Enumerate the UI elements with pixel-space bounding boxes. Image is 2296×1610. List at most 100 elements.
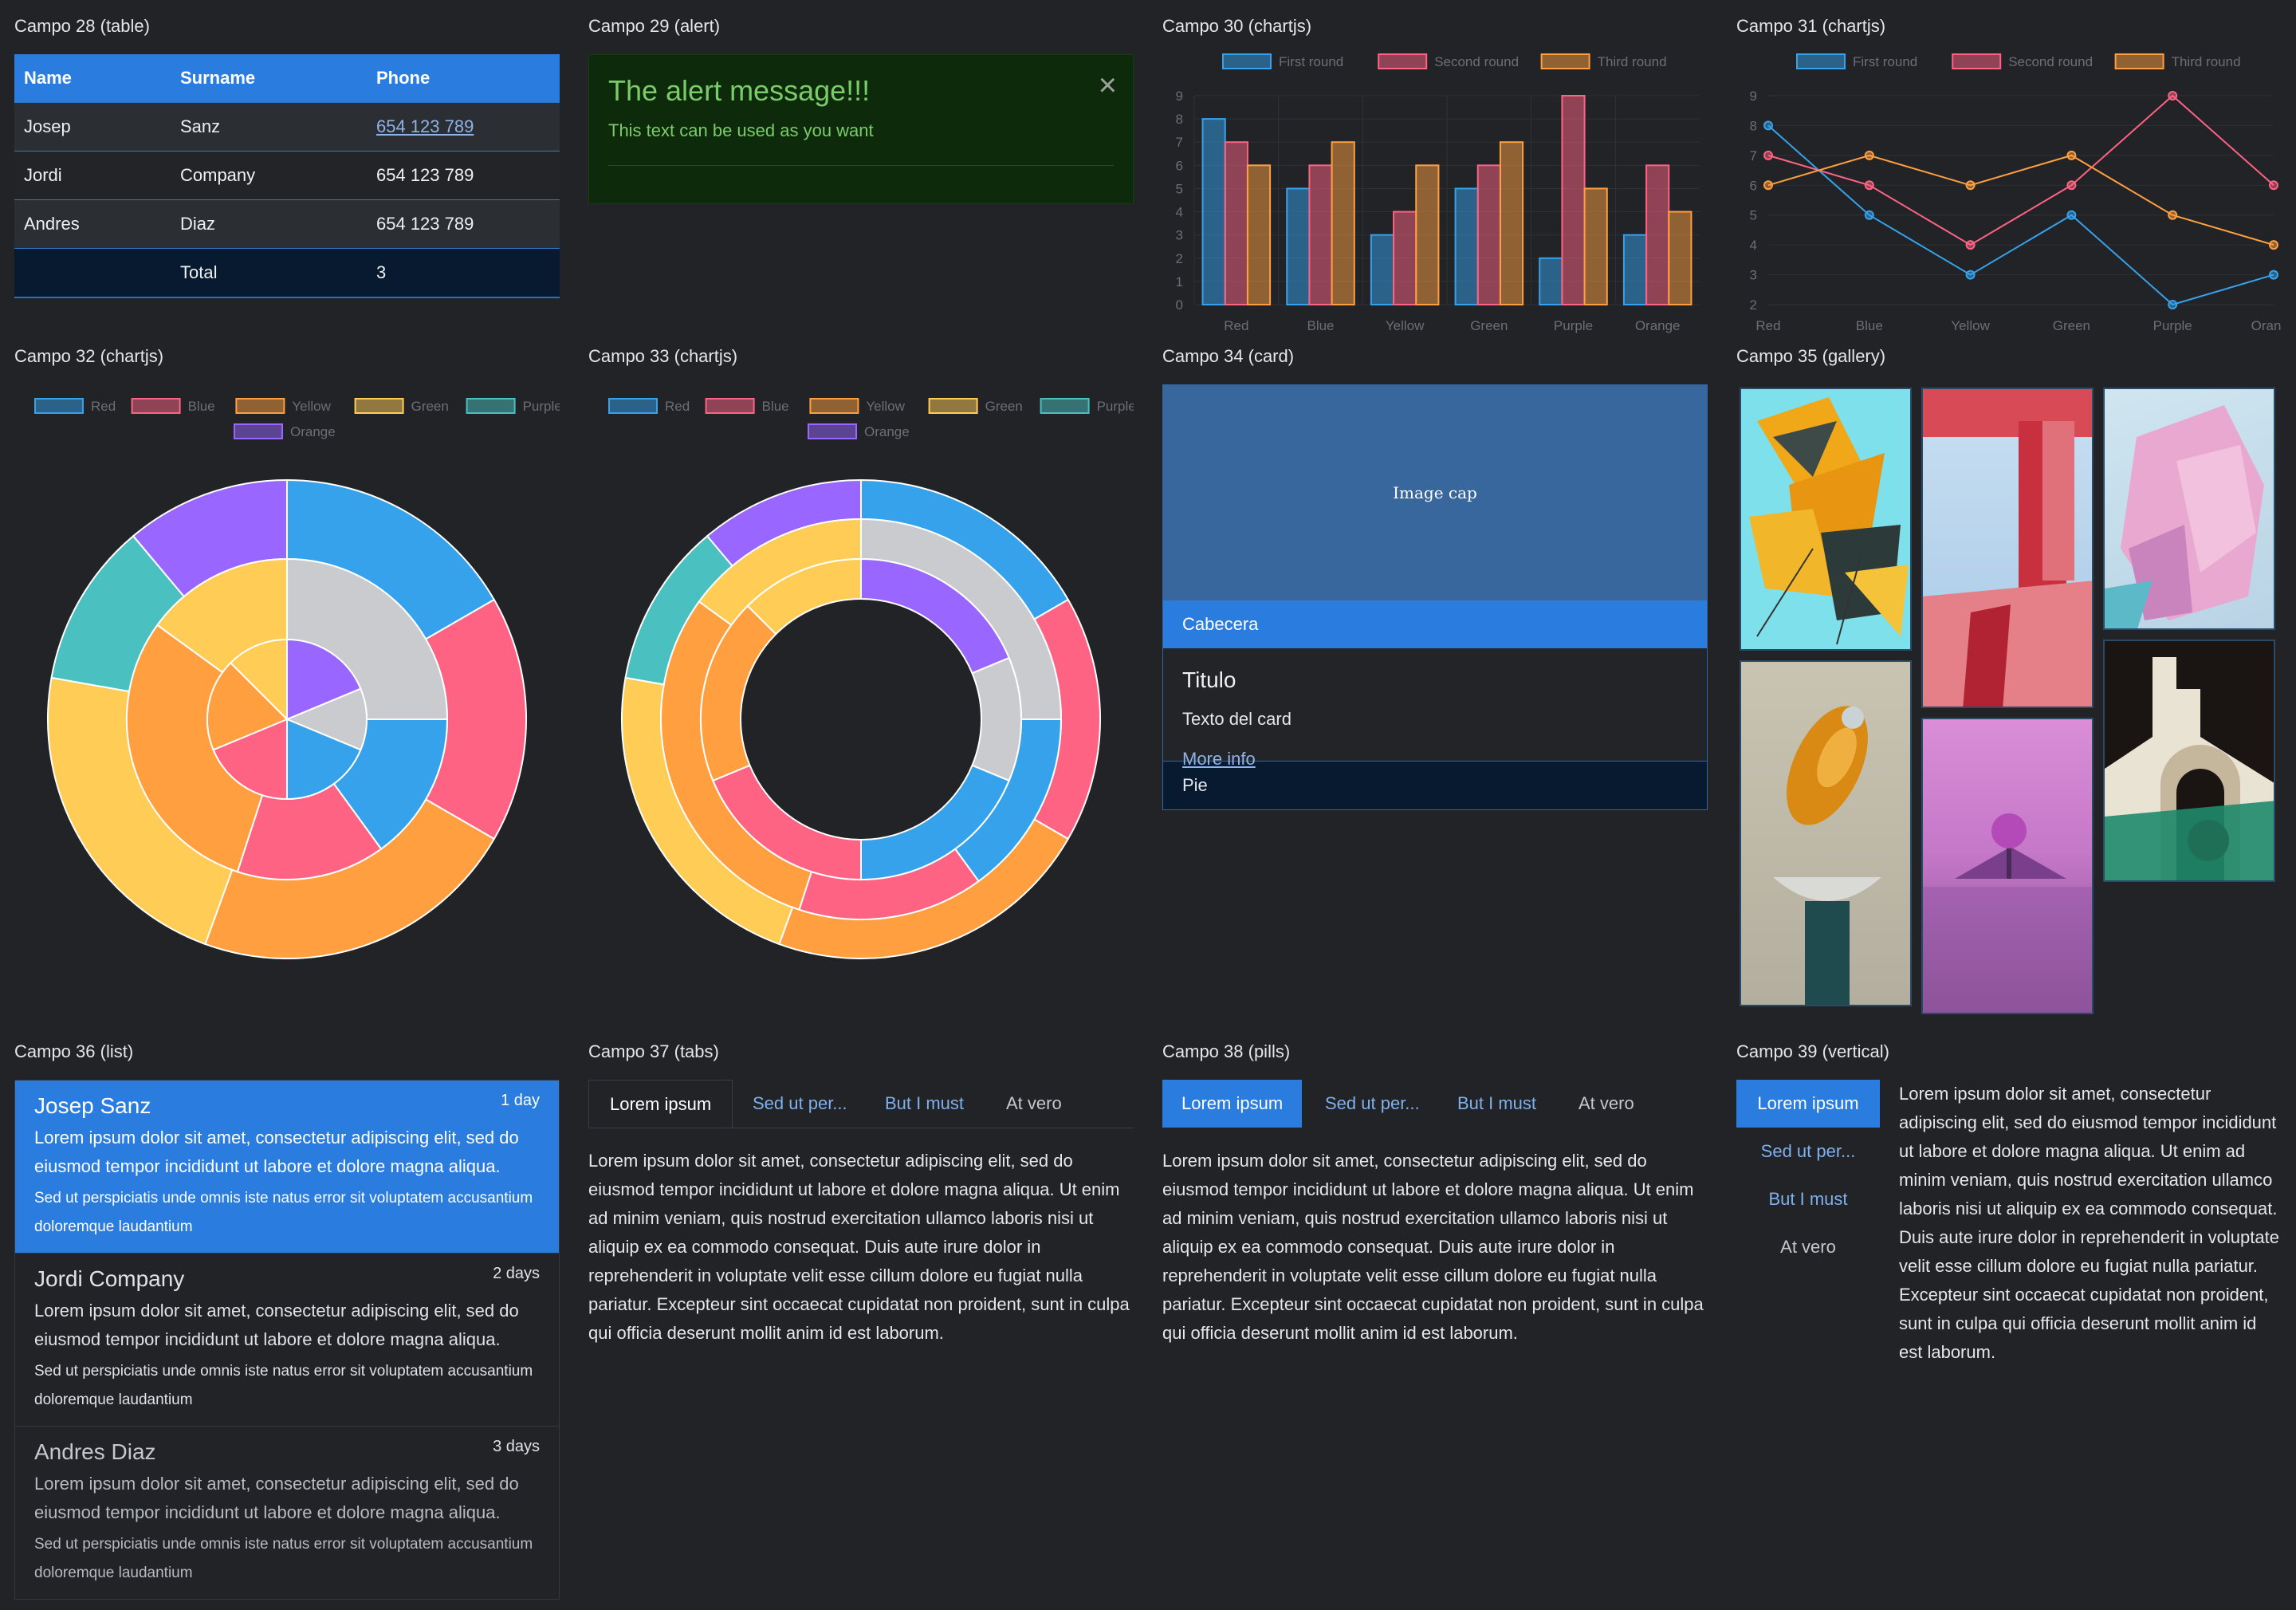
pie-slice[interactable] [285, 687, 368, 751]
list-item[interactable]: Josep Sanz 1 day Lorem ipsum dolor sit a… [15, 1081, 559, 1254]
data-point[interactable] [2168, 300, 2178, 309]
bar[interactable] [1370, 234, 1395, 306]
legend-label[interactable]: Orange [864, 424, 910, 439]
legend-swatch[interactable] [808, 423, 857, 439]
data-point[interactable] [1763, 150, 1773, 160]
data-point[interactable] [1763, 120, 1773, 131]
data-point[interactable] [2168, 91, 2178, 100]
pill-at-vero[interactable]: At vero [1578, 1093, 1634, 1113]
data-point[interactable] [1763, 180, 1773, 191]
legend-swatch[interactable] [809, 398, 859, 414]
data-point[interactable] [1864, 180, 1874, 191]
bar[interactable] [1201, 118, 1226, 305]
pill-but-i-must[interactable]: But I must [1457, 1093, 1537, 1113]
legend-label[interactable]: Third round [1598, 54, 1667, 69]
bar[interactable] [1622, 234, 1648, 306]
legend-swatch[interactable] [608, 398, 658, 414]
pie-slice[interactable] [971, 656, 1022, 782]
bar[interactable] [1308, 164, 1333, 305]
bar[interactable] [1583, 187, 1608, 305]
vertical-pill-but-i-must[interactable]: But I must [1768, 1189, 1848, 1209]
bar[interactable] [1415, 164, 1440, 305]
bar[interactable] [1224, 141, 1248, 305]
tab-but-i-must[interactable]: But I must [885, 1093, 965, 1113]
data-point[interactable] [2269, 240, 2278, 250]
gallery-image-abstract-shards[interactable] [1740, 388, 1912, 651]
close-icon[interactable]: × [1098, 68, 1117, 103]
legend-label[interactable]: Purple [1097, 399, 1134, 414]
legend-label[interactable]: Blue [762, 399, 789, 414]
data-point[interactable] [1965, 240, 1976, 250]
legend-label[interactable]: Red [665, 399, 690, 414]
bar[interactable] [1476, 164, 1501, 305]
pie-slice[interactable] [206, 661, 289, 751]
pill-lorem-ipsum[interactable]: Lorem ipsum [1162, 1080, 1303, 1128]
legend-label[interactable]: First round [1853, 54, 1917, 69]
pie-slice[interactable] [286, 638, 362, 721]
pie-slice[interactable] [212, 718, 288, 801]
bar[interactable] [1645, 164, 1670, 305]
bar[interactable] [1286, 187, 1311, 305]
vertical-pill-at-vero[interactable]: At vero [1780, 1237, 1836, 1257]
pill-sed-ut[interactable]: Sed ut per... [1325, 1093, 1420, 1113]
data-point[interactable] [2066, 150, 2077, 160]
bar[interactable] [1246, 164, 1272, 305]
vertical-pill-sed-ut[interactable]: Sed ut per... [1760, 1141, 1856, 1161]
tab-lorem-ipsum[interactable]: Lorem ipsum [588, 1080, 733, 1128]
data-point[interactable] [1965, 270, 1976, 280]
tab-sed-ut[interactable]: Sed ut per... [753, 1093, 847, 1113]
bar[interactable] [1668, 211, 1693, 305]
bar[interactable] [1499, 141, 1524, 305]
legend-swatch[interactable] [235, 398, 285, 414]
pie-slice[interactable] [286, 718, 362, 801]
legend-label[interactable]: Yellow [866, 399, 905, 414]
gallery-image-pink-crystals[interactable] [2103, 388, 2275, 630]
legend-label[interactable]: Blue [188, 399, 215, 414]
bar[interactable] [1393, 211, 1417, 305]
gallery-image-red-architecture[interactable] [1921, 388, 2094, 708]
legend-label[interactable]: Orange [290, 424, 336, 439]
data-point[interactable] [1965, 180, 1976, 191]
legend-swatch[interactable] [2114, 53, 2164, 69]
legend-swatch[interactable] [234, 423, 283, 439]
tab-at-vero[interactable]: At vero [1006, 1093, 1062, 1113]
data-point[interactable] [2066, 180, 2077, 191]
legend-swatch[interactable] [466, 398, 516, 414]
bar[interactable] [1561, 95, 1586, 305]
legend-swatch[interactable] [354, 398, 404, 414]
legend-swatch[interactable] [1796, 53, 1846, 69]
legend-swatch[interactable] [131, 398, 181, 414]
legend-label[interactable]: Green [411, 399, 449, 414]
phone-link[interactable]: 654 123 789 [376, 116, 474, 136]
data-point[interactable] [2269, 270, 2278, 280]
legend-swatch[interactable] [928, 398, 978, 414]
legend-label[interactable]: Red [91, 399, 116, 414]
legend-swatch[interactable] [1222, 53, 1272, 69]
column-header-surname[interactable]: Surname [171, 54, 367, 103]
gallery-image-capsule-sculpture[interactable] [1740, 660, 1912, 1006]
pie-slice[interactable] [746, 557, 862, 636]
data-point[interactable] [1864, 210, 1874, 220]
legend-swatch[interactable] [1040, 398, 1090, 414]
legend-label[interactable]: Second round [1434, 54, 1519, 69]
bar[interactable] [1454, 187, 1479, 305]
legend-swatch[interactable] [705, 398, 755, 414]
legend-label[interactable]: Yellow [292, 399, 331, 414]
legend-swatch[interactable] [34, 398, 84, 414]
legend-label[interactable]: Third round [2172, 54, 2241, 69]
data-point[interactable] [2269, 180, 2278, 191]
gallery-image-pink-tree-lake[interactable] [1921, 718, 2094, 1014]
list-item[interactable]: Jordi Company 2 days Lorem ipsum dolor s… [15, 1254, 559, 1427]
legend-swatch[interactable] [1378, 53, 1428, 69]
bar[interactable] [1331, 141, 1355, 305]
data-point[interactable] [2168, 210, 2178, 220]
legend-label[interactable]: First round [1279, 54, 1343, 69]
data-point[interactable] [1864, 150, 1874, 160]
legend-label[interactable]: Purple [523, 399, 560, 414]
column-header-name[interactable]: Name [14, 54, 171, 103]
data-point[interactable] [2066, 210, 2077, 220]
gallery-image-white-arches[interactable] [2103, 640, 2275, 882]
column-header-phone[interactable]: Phone [367, 54, 560, 103]
legend-label[interactable]: Second round [2008, 54, 2093, 69]
legend-swatch[interactable] [1540, 53, 1590, 69]
